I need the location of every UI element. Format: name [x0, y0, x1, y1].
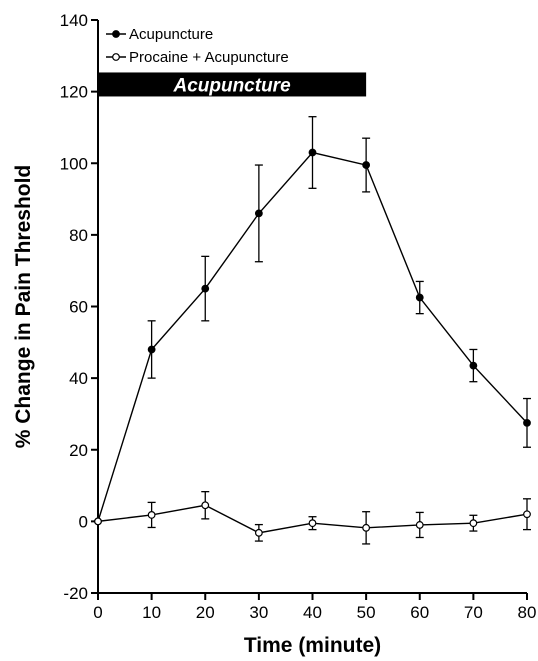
- x-tick-label: 10: [142, 603, 161, 622]
- data-point: [308, 519, 317, 528]
- data-point: [147, 511, 156, 519]
- data-point: [415, 293, 424, 302]
- legend-label: Procaine + Acupuncture: [129, 49, 289, 66]
- annotation-bar: [98, 72, 367, 97]
- y-axis-title: % Change in Pain Threshold: [12, 165, 35, 449]
- x-tick-label: 30: [249, 603, 268, 622]
- legend: Acupuncture Procaine + Acupuncture: [106, 26, 289, 66]
- data-point: [94, 517, 102, 526]
- data-point: [201, 284, 210, 293]
- series-2: [94, 491, 531, 545]
- series-layer: [94, 116, 531, 545]
- legend-marker: [112, 53, 120, 61]
- x-tick-label: 70: [464, 603, 483, 622]
- data-point: [362, 523, 371, 532]
- x-tick-label: 60: [410, 603, 429, 622]
- x-tick-label: 40: [303, 603, 322, 622]
- x-tick-label: 80: [518, 603, 537, 622]
- data-point: [147, 345, 156, 354]
- y-tick-label: 40: [69, 369, 88, 388]
- data-point: [469, 361, 478, 370]
- data-point: [254, 209, 263, 218]
- y-tick-label: 20: [69, 441, 88, 460]
- y-tick-label: 100: [60, 154, 88, 173]
- legend-label: Acupuncture: [129, 26, 213, 43]
- y-tick-label: -20: [63, 584, 88, 603]
- axes: -20 0 20 40 60 80 100 120 140 0 10 20 30 40 50 60 70 80: [60, 11, 537, 622]
- data-point: [469, 519, 478, 528]
- data-point: [362, 161, 371, 169]
- series-line: [97, 151, 528, 522]
- data-point: [308, 148, 317, 157]
- data-point: [523, 418, 531, 427]
- y-tick-label: 140: [60, 11, 88, 30]
- annotation-layer: Acupuncture: [98, 72, 367, 97]
- data-point: [415, 521, 424, 529]
- y-tick-label: 120: [60, 83, 88, 102]
- x-tick-label: 50: [357, 603, 376, 622]
- y-tick-label: 60: [69, 298, 88, 317]
- data-point: [254, 528, 263, 537]
- y-tick-label: 0: [79, 512, 88, 531]
- x-tick-label: 20: [196, 603, 215, 622]
- data-point: [201, 501, 210, 510]
- legend-marker: [112, 30, 120, 38]
- x-tick-label: 0: [93, 603, 102, 622]
- series-1: [94, 116, 531, 526]
- x-axis-title: Time (minute): [244, 634, 381, 657]
- data-point: [523, 510, 531, 519]
- y-tick-label: 80: [69, 226, 88, 245]
- annotation-bar-label: Acupuncture: [172, 75, 291, 96]
